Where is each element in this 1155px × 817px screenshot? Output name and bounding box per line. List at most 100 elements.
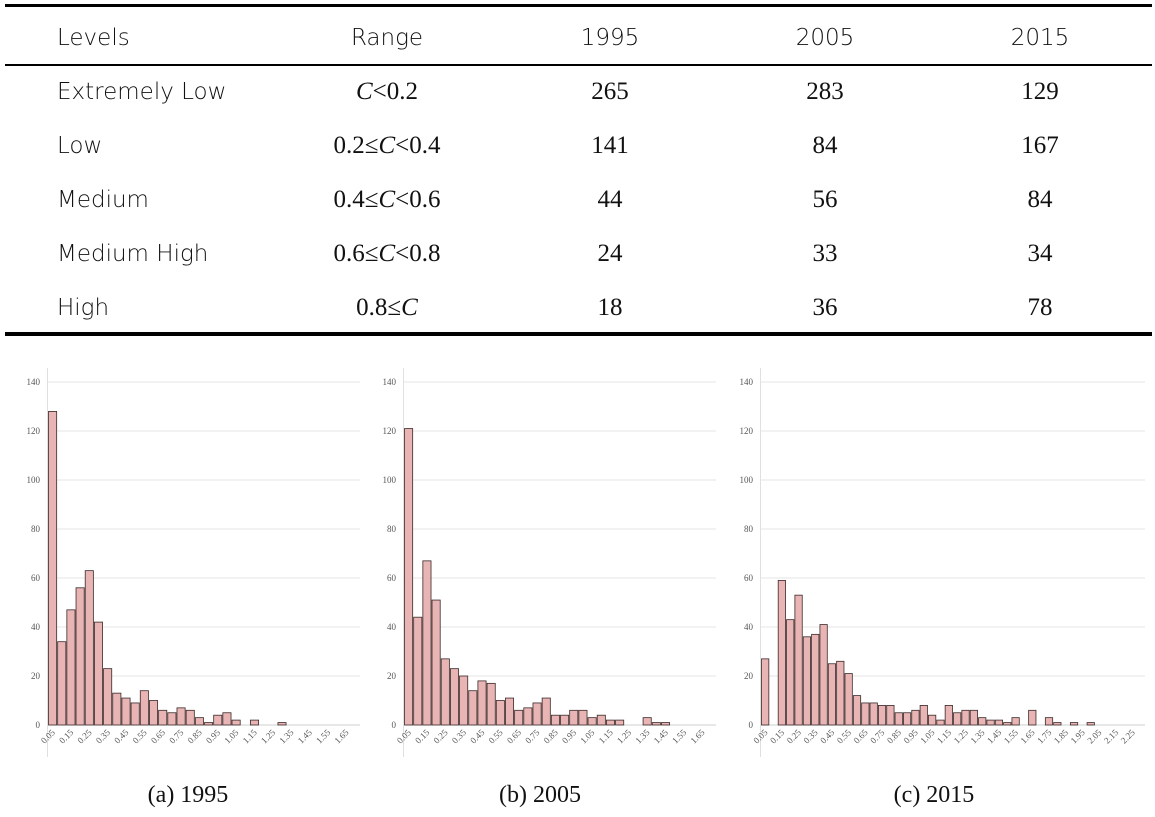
y-tick-label: 120: [27, 426, 41, 436]
x-tick-label: 0.15: [413, 727, 432, 746]
histogram-bar: [404, 428, 414, 726]
value-2015-cell: 78: [1027, 294, 1053, 321]
x-tick-label: 1.15: [597, 727, 616, 746]
y-tick-label: 120: [740, 426, 754, 436]
histogram-bar: [961, 709, 970, 726]
histogram-bar: [852, 695, 862, 726]
histogram-bar: [786, 619, 795, 726]
x-tick-label: 0.25: [432, 727, 451, 746]
range-cell: 0.4≤C<0.6: [333, 186, 441, 213]
histogram-bar: [986, 719, 995, 726]
caption-2015: (c) 2015: [893, 782, 975, 808]
x-tick-label: 0.65: [149, 727, 168, 746]
histogram-bar: [605, 719, 615, 726]
x-tick-label: 0.35: [450, 727, 469, 746]
y-tick-label: 0: [392, 720, 397, 730]
x-tick-label: 1.05: [222, 727, 241, 746]
histogram-bar: [994, 719, 1003, 726]
histogram-bar: [1053, 722, 1062, 726]
histogram-bar: [877, 704, 887, 726]
x-tick-label: 0.05: [39, 727, 58, 746]
histogram-bar: [167, 712, 177, 726]
header-2005: 2005: [795, 25, 855, 51]
table-header-row: Levels Range 1995 2005 2015: [5, 18, 1152, 58]
histogram-bar: [449, 668, 459, 726]
value-1995-cell: 44: [597, 186, 623, 213]
y-tick-label: 100: [383, 475, 397, 485]
histogram-bar: [953, 712, 962, 726]
x-tick-label: 2.15: [1102, 727, 1121, 746]
x-tick-label: 0.15: [768, 727, 787, 746]
histogram-bar: [944, 704, 953, 726]
histogram-2005: 0 20 40 60 80 100 120 140 0.05 0.15 0.25 0.35 0.45 0.…: [370, 368, 720, 768]
x-tick-label: 0.75: [868, 727, 887, 746]
x-tick-label: 1.55: [314, 727, 333, 746]
x-tick-label: 0.65: [852, 727, 871, 746]
x-tick-label: 0.55: [487, 727, 506, 746]
x-tick-label: 0.45: [818, 727, 837, 746]
x-tick-label: 1.65: [332, 727, 351, 746]
histogram-bar: [57, 641, 67, 726]
x-tick-label: 1.15: [935, 727, 954, 746]
histogram-bar: [84, 570, 94, 726]
table-row: Low 0.2≤C<0.4 141 84 167: [5, 126, 1152, 166]
y-tick-label: 80: [31, 524, 41, 534]
table-row: Medium High 0.6≤C<0.8 24 33 34: [5, 234, 1152, 274]
table-row: Extremely Low C<0.2 265 283 129: [5, 72, 1152, 112]
range-cell: C<0.2: [355, 78, 419, 105]
x-tick-label: 1.25: [259, 727, 278, 746]
y-tick-label: 140: [27, 377, 41, 387]
table-top-rule: [5, 4, 1152, 7]
x-tick-label: 1.55: [670, 727, 689, 746]
value-2005-cell: 56: [812, 186, 838, 213]
y-tick-label: 100: [27, 475, 41, 485]
histogram-bar: [819, 624, 828, 726]
histogram-bar: [112, 692, 122, 726]
x-tick-label: 0.75: [167, 727, 186, 746]
y-tick-label: 0: [36, 720, 41, 730]
histogram-bar: [541, 697, 551, 726]
histogram-bar: [844, 673, 853, 726]
y-tick-label: 40: [31, 622, 41, 632]
value-2015-cell: 84: [1027, 186, 1053, 213]
x-tick-label: 1.45: [652, 727, 671, 746]
histogram-2015: 0 20 40 60 80 100 120 140 0.05 0.15 0.25 0.35 0.45 0.…: [727, 368, 1152, 768]
x-tick-label: 0.55: [131, 727, 150, 746]
x-tick-label: 1.85: [1052, 727, 1071, 746]
header-range: Range: [350, 25, 424, 51]
histogram-bar: [651, 722, 661, 726]
x-tick-label: 1.35: [968, 727, 987, 746]
histogram-bar: [761, 658, 770, 726]
value-1995-cell: 18: [597, 294, 623, 321]
value-2015-cell: 167: [1021, 132, 1059, 159]
histogram-bar: [204, 722, 214, 726]
histogram-bar: [569, 709, 579, 726]
x-tick-label: 1.05: [918, 727, 937, 746]
level-cell: Medium High: [57, 241, 209, 267]
histogram-bar: [969, 709, 978, 726]
histogram-bar: [130, 702, 140, 726]
histogram-bar: [1011, 717, 1020, 726]
header-levels: Levels: [57, 25, 130, 51]
histogram-bar: [103, 668, 113, 726]
histogram-bar: [886, 704, 895, 726]
histogram-bar: [468, 690, 478, 726]
x-tick-label: 0.95: [560, 727, 579, 746]
x-tick-label: 1.35: [633, 727, 652, 746]
histogram-bar: [978, 717, 987, 726]
histogram-bar: [550, 714, 560, 726]
histogram-bar: [1044, 717, 1054, 726]
histogram-bar: [440, 658, 450, 726]
x-tick-label: 0.85: [542, 727, 561, 746]
x-tick-label: 0.05: [751, 727, 770, 746]
x-tick-label: 1.45: [985, 727, 1004, 746]
histogram-bar: [827, 663, 837, 726]
y-tick-label: 20: [387, 671, 397, 681]
x-tick-label: 1.15: [241, 727, 260, 746]
x-tick-label: 0.15: [57, 727, 76, 746]
histogram-bar: [532, 702, 542, 726]
histogram-bar: [1086, 722, 1095, 726]
histogram-bar: [596, 714, 606, 726]
